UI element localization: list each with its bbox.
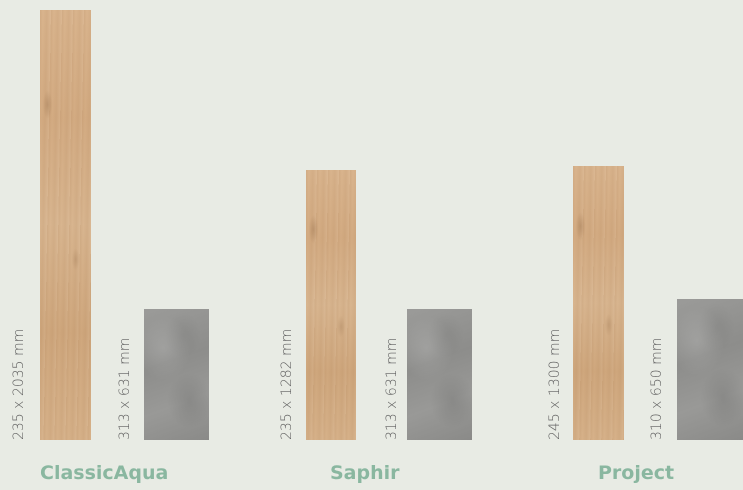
stone-tile-sample (677, 299, 743, 440)
wood-plank-sample (40, 10, 91, 440)
stone-tile-sample (144, 309, 209, 440)
plank-dimension-label: 245 x 1300 mm (547, 328, 563, 440)
wood-plank-sample (306, 170, 356, 440)
wood-plank-sample (573, 166, 624, 440)
product-name: ClassicAqua (40, 462, 169, 484)
product-saphir: 235 x 1282 mm 313 x 631 mm Saphir (279, 170, 472, 484)
tile-dimension-label: 310 x 650 mm (649, 337, 665, 440)
stone-tile-sample (407, 309, 472, 440)
product-name: Project (598, 462, 675, 484)
product-name: Saphir (330, 462, 400, 484)
product-classicaqua: 235 x 2035 mm 313 x 631 mm ClassicAqua (0, 0, 230, 490)
